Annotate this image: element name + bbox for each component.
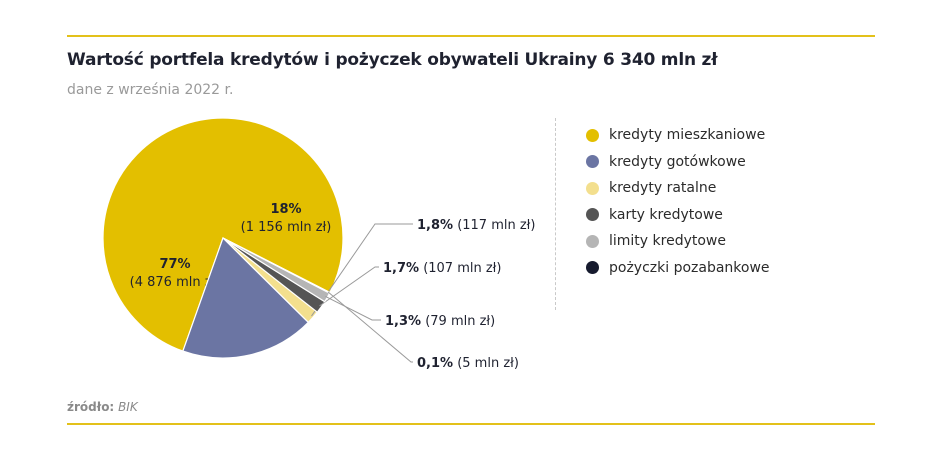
slice-callout-label: 1,3% (79 mln zł) — [385, 314, 495, 329]
slice-percent-label: 18% — [270, 202, 301, 217]
chart-legend: kredyty mieszkaniowe kredyty gotówkowe kre… — [586, 122, 770, 281]
slice-value-label: (107 mln zł) — [419, 261, 501, 276]
top-rule — [67, 35, 875, 37]
pie-slice-kredyty-mieszkaniowe — [102, 117, 344, 352]
slice-callout-label: 0,1% (5 mln zł) — [417, 356, 519, 371]
slice-value-label: (79 mln zł) — [421, 314, 495, 329]
legend-item-kredyty-gotowkowe: kredyty gotówkowe — [586, 149, 770, 176]
legend-item-karty-kredytowe: karty kredytowe — [586, 202, 770, 229]
legend-label: kredyty mieszkaniowe — [609, 127, 766, 144]
slice-percent-label: 0,1% — [417, 356, 453, 371]
slice-percent-label: 77% — [159, 257, 190, 272]
slice-value-label: (117 mln zł) — [453, 218, 535, 233]
source-note: źródło: BIK — [67, 400, 138, 414]
slice-value-label: (1 156 mln zł) — [241, 220, 332, 235]
callout-line — [311, 223, 413, 317]
slice-callout-label: 1,8% (117 mln zł) — [417, 218, 535, 233]
legend-swatch — [586, 181, 599, 195]
legend-swatch — [586, 261, 599, 275]
legend-swatch — [586, 155, 599, 169]
slice-value-label: (5 mln zł) — [453, 356, 519, 371]
callout-line — [325, 296, 381, 321]
legend-label: limity kredytowe — [609, 233, 726, 250]
chart-title: Wartość portfela kredytów i pożyczek oby… — [67, 50, 718, 70]
legend-label: kredyty ratalne — [609, 180, 717, 197]
slice-callout-label: 1,7% (107 mln zł) — [383, 261, 501, 276]
legend-label: pożyczki pozabankowe — [609, 259, 770, 276]
legend-item-kredyty-ratalne: kredyty ratalne — [586, 175, 770, 202]
legend-label: kredyty gotówkowe — [609, 153, 746, 170]
source-label: źródło: — [67, 400, 115, 414]
slice-value-label: (4 876 mln zł) — [130, 275, 221, 290]
bottom-rule — [67, 423, 875, 425]
slice-percent-label: 1,7% — [383, 261, 419, 276]
callout-line — [327, 291, 413, 363]
legend-label: karty kredytowe — [609, 206, 723, 223]
legend-swatch — [586, 234, 599, 248]
chart-subtitle: dane z września 2022 r. — [67, 82, 234, 98]
callout-line — [319, 266, 379, 307]
legend-item-pozyczki-pozabankowe: pożyczki pozabankowe — [586, 255, 770, 282]
slice-percent-label: 1,3% — [385, 314, 421, 329]
legend-swatch — [586, 208, 599, 222]
legend-divider — [555, 118, 556, 310]
source-value: BIK — [118, 400, 138, 414]
legend-swatch — [586, 128, 599, 142]
legend-item-limity-kredytowe: limity kredytowe — [586, 228, 770, 255]
legend-item-kredyty-mieszkaniowe: kredyty mieszkaniowe — [586, 122, 770, 149]
slice-percent-label: 1,8% — [417, 218, 453, 233]
pie-slice-kredyty-gotowkowe — [182, 236, 310, 359]
